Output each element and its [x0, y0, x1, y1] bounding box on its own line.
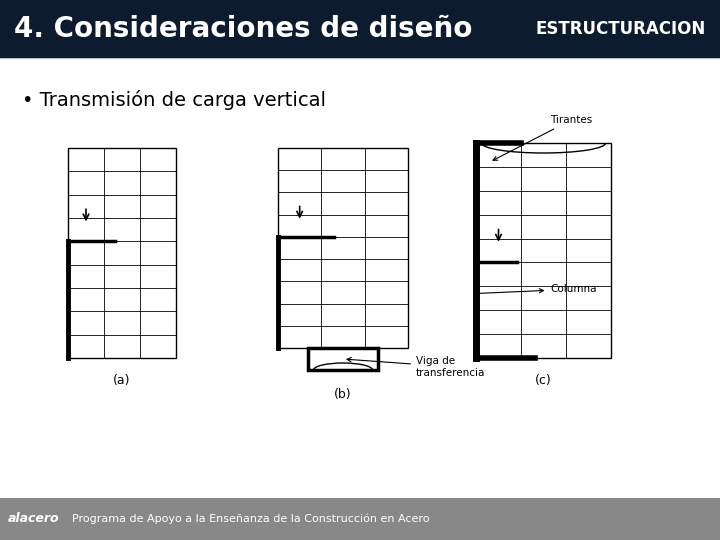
Text: Viga de
transferencia: Viga de transferencia: [347, 356, 485, 377]
Text: ESTRUCTURACION: ESTRUCTURACION: [536, 20, 706, 38]
Text: Programa de Apoyo a la Enseñanza de la Construcción en Acero: Programa de Apoyo a la Enseñanza de la C…: [72, 514, 430, 524]
Text: • Transmisión de carga vertical: • Transmisión de carga vertical: [22, 90, 326, 110]
Bar: [308, 348, 378, 370]
Text: alacero: alacero: [8, 512, 60, 525]
Bar: [476, 143, 611, 358]
Text: 4. Consideraciones de diseño: 4. Consideraciones de diseño: [14, 15, 472, 43]
Text: (a): (a): [113, 374, 131, 387]
Text: Tirantes: Tirantes: [493, 115, 593, 160]
Bar: [0, 498, 720, 540]
Bar: [278, 148, 408, 348]
Bar: [0, 58, 720, 540]
Bar: [0, 0, 720, 58]
Bar: [68, 148, 176, 358]
Text: (c): (c): [535, 374, 552, 387]
Text: Columna: Columna: [479, 284, 597, 294]
Text: (b): (b): [334, 388, 352, 401]
